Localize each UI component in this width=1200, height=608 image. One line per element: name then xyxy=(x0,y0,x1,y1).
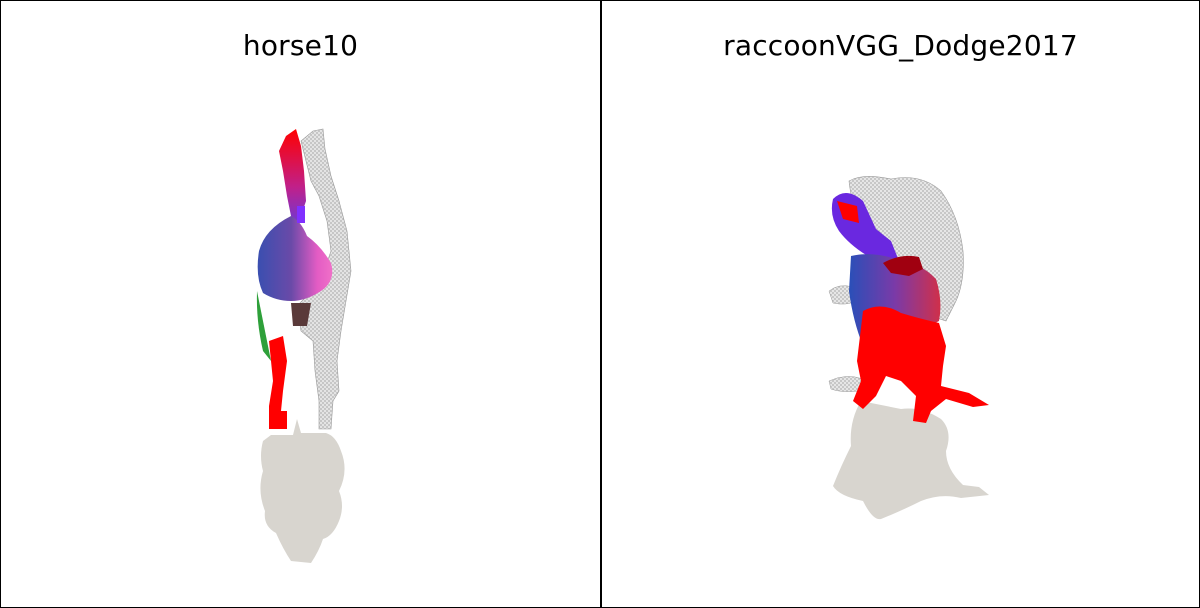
horse-shadow xyxy=(260,419,345,563)
horse-colored-surface xyxy=(256,129,333,429)
panel-horse: horse10 xyxy=(1,1,600,607)
raccoon-colored-surface xyxy=(831,192,989,423)
panel-title-horse: horse10 xyxy=(242,29,359,62)
horse-render xyxy=(256,128,352,563)
panel-divider xyxy=(600,1,602,607)
panel-raccoon: raccoonVGG_Dodge2017 xyxy=(601,1,1200,607)
raccoon-render xyxy=(828,176,989,520)
panel-title-raccoon: raccoonVGG_Dodge2017 xyxy=(723,29,1078,62)
raccoon-shadow xyxy=(833,401,989,520)
